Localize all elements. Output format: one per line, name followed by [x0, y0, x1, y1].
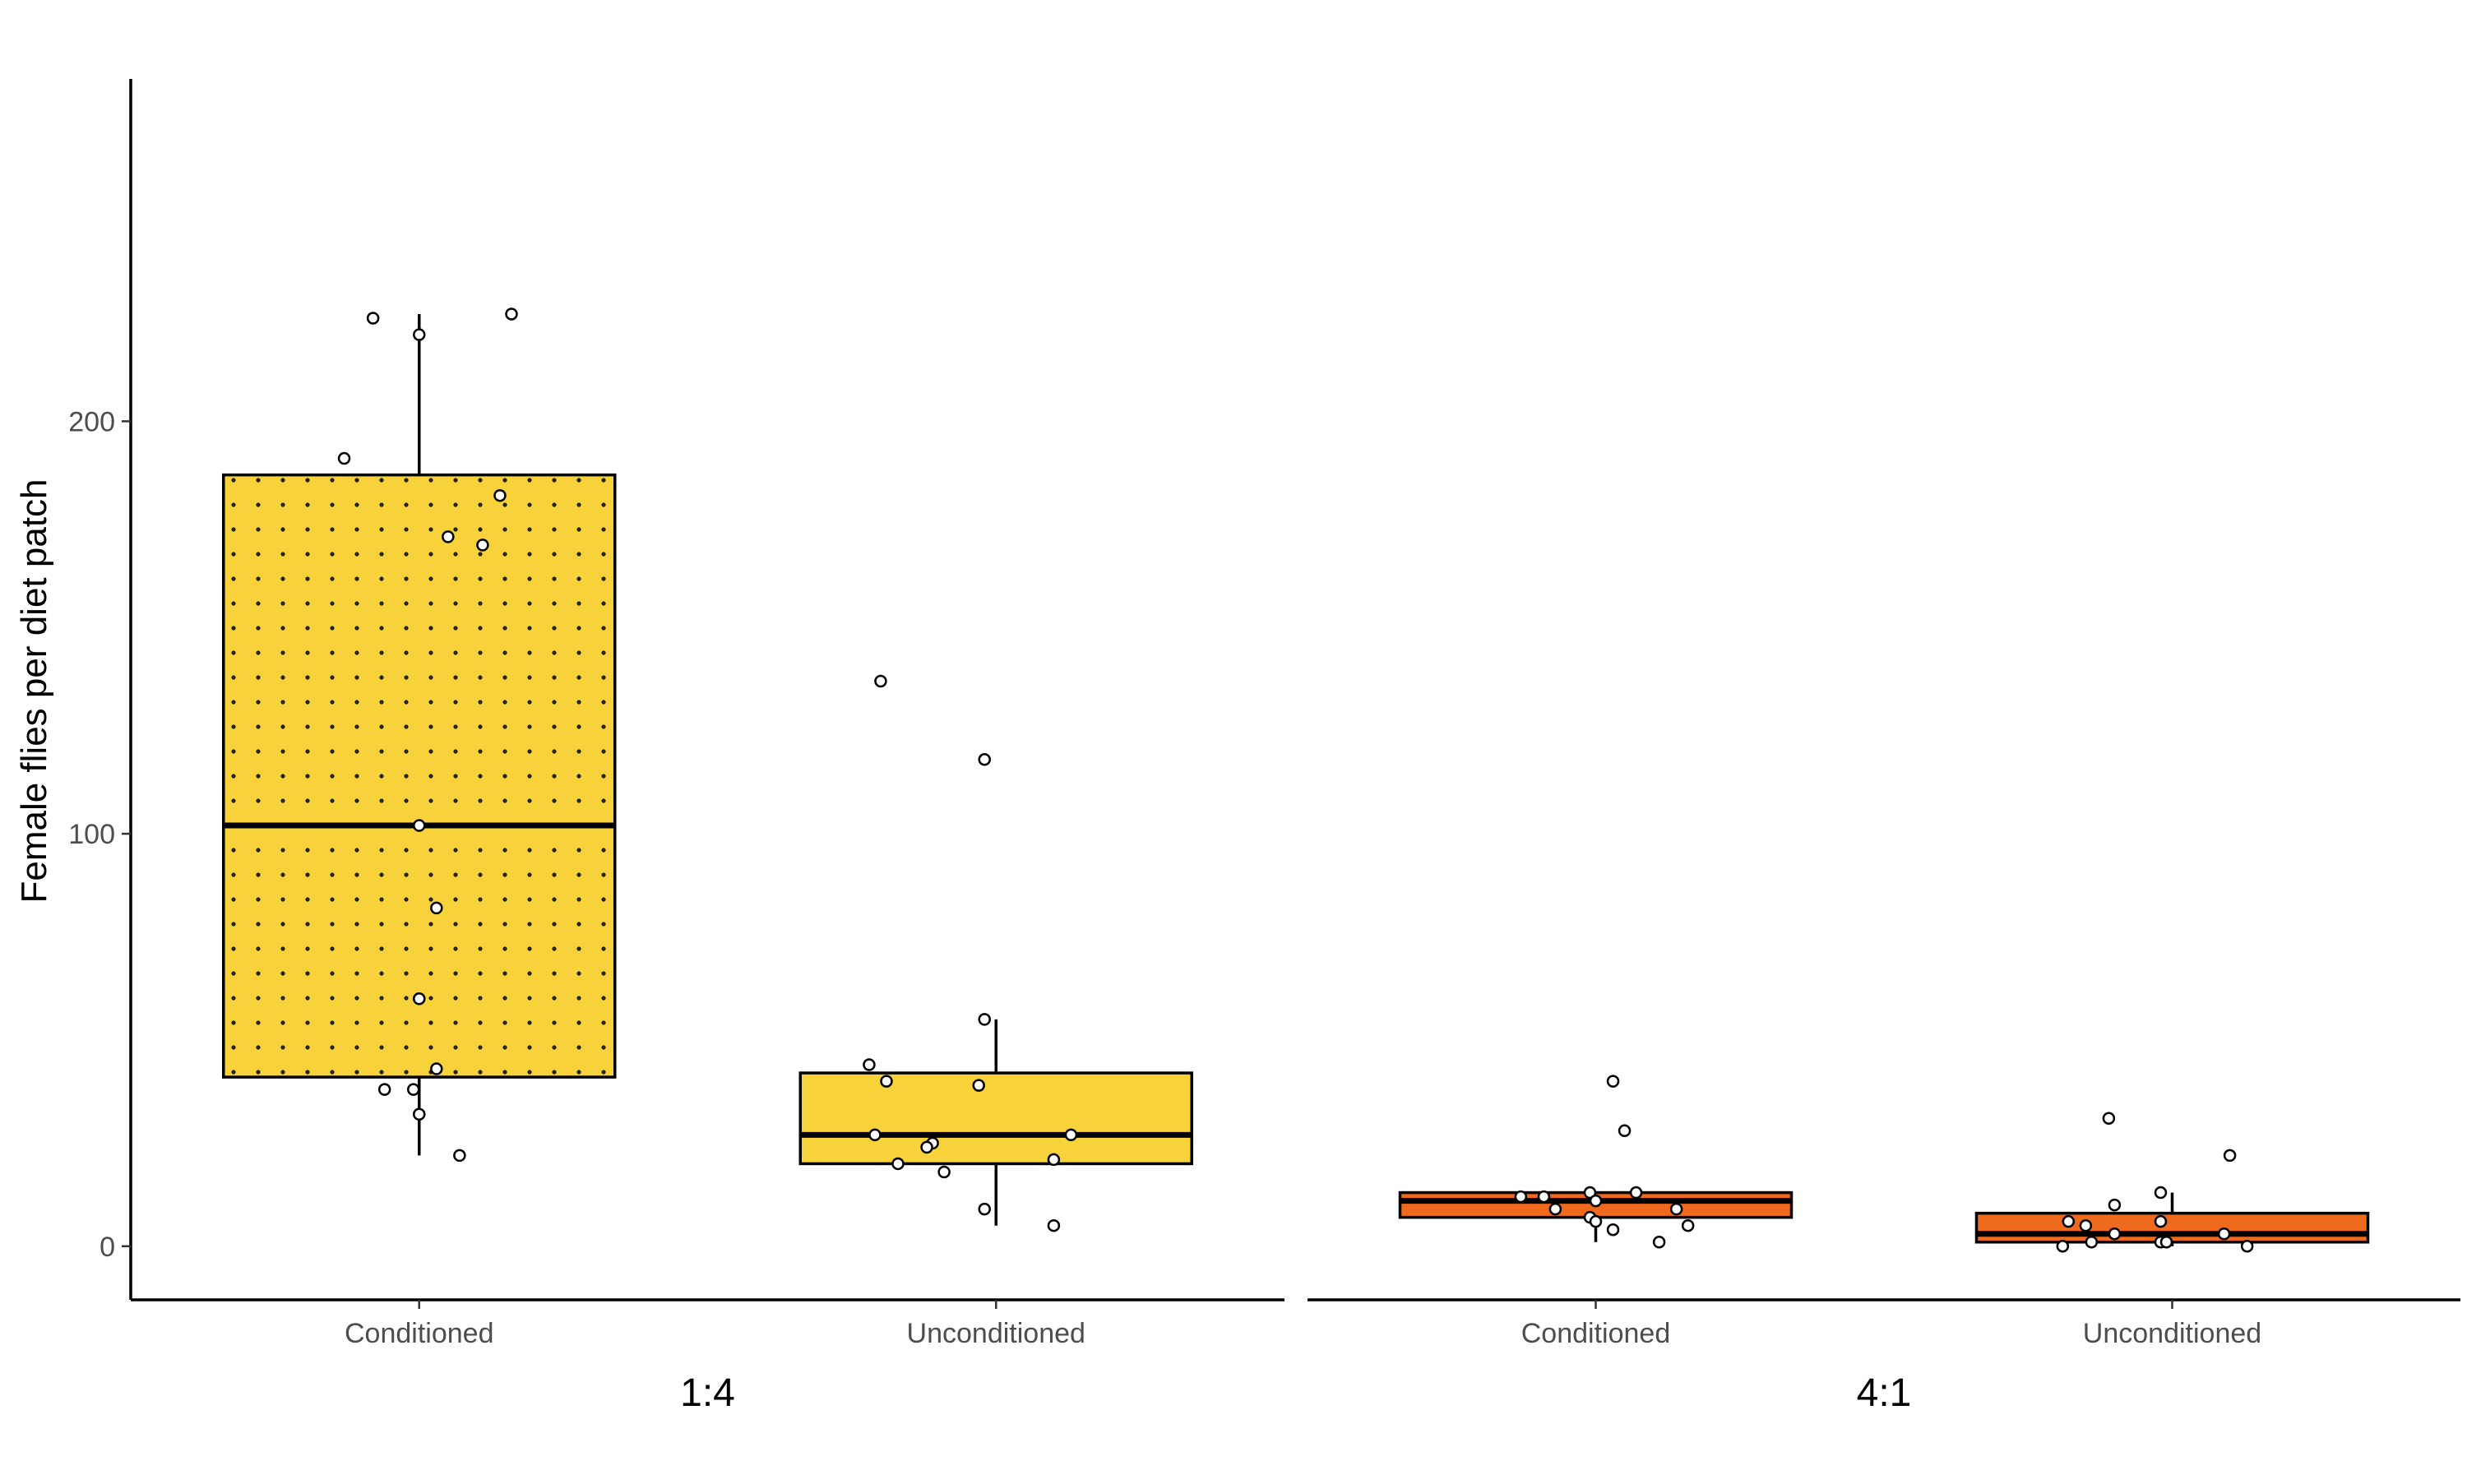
y-axis-title: Female flies per diet patch	[14, 478, 54, 903]
data-point	[377, 1083, 391, 1096]
data-point	[2079, 1218, 2093, 1232]
x-tick-label: Conditioned	[1521, 1318, 1670, 1349]
data-point	[366, 312, 380, 325]
data-point	[2223, 1149, 2237, 1163]
panel-label: 1:4	[680, 1371, 735, 1415]
data-point	[453, 1149, 466, 1163]
data-point	[2062, 1214, 2076, 1228]
box-fill	[1976, 1213, 2368, 1242]
data-point	[1548, 1202, 1562, 1216]
box-dot-pattern	[223, 474, 615, 1078]
data-point	[1652, 1236, 1666, 1249]
data-point	[442, 530, 455, 543]
data-point	[430, 1062, 443, 1075]
data-point	[1589, 1194, 1603, 1208]
x-tick-label: Unconditioned	[2083, 1318, 2261, 1349]
data-point	[413, 1107, 426, 1121]
y-tick-label: 0	[100, 1232, 115, 1263]
data-point	[1047, 1153, 1061, 1167]
data-point	[2154, 1214, 2168, 1228]
box-group-unconditioned: Unconditioned	[798, 674, 1193, 1349]
data-point	[874, 674, 887, 688]
data-point	[1606, 1075, 1620, 1088]
data-point	[493, 488, 507, 502]
data-point	[337, 451, 351, 465]
box-fill	[800, 1073, 1192, 1164]
box-outline	[798, 1071, 1193, 1166]
box-outline	[222, 473, 617, 1079]
panel-1-4: 1:4 Conditioned Unconditioned	[131, 307, 1284, 1415]
data-point	[937, 1165, 951, 1179]
panel-label: 4:1	[1857, 1371, 1912, 1415]
data-point	[2056, 1240, 2070, 1253]
data-point	[1514, 1190, 1528, 1204]
data-point	[1537, 1190, 1551, 1204]
data-point	[2217, 1227, 2231, 1241]
data-point	[1583, 1186, 1597, 1200]
data-point	[880, 1075, 893, 1088]
data-point	[2240, 1240, 2254, 1253]
data-point	[413, 328, 426, 341]
x-tick-label: Conditioned	[345, 1318, 493, 1349]
y-tick-label: 100	[68, 819, 115, 850]
data-point	[978, 753, 991, 766]
data-point	[2102, 1112, 2116, 1126]
data-point	[2159, 1236, 2173, 1249]
data-point	[868, 1128, 882, 1142]
data-point	[920, 1140, 933, 1154]
y-tick-label: 200	[68, 406, 115, 437]
data-point	[476, 539, 489, 552]
data-point	[413, 819, 426, 832]
data-point	[2154, 1186, 2168, 1200]
data-point	[2108, 1198, 2122, 1212]
data-point	[863, 1058, 876, 1071]
data-point	[1064, 1128, 1078, 1142]
data-point	[2108, 1227, 2122, 1241]
data-point	[430, 901, 443, 915]
data-point	[978, 1202, 991, 1216]
box-group-conditioned: Conditioned	[222, 307, 617, 1349]
data-point	[1589, 1214, 1603, 1228]
data-point	[1629, 1186, 1643, 1200]
data-point	[1681, 1218, 1695, 1232]
data-point	[413, 992, 426, 1006]
data-point	[406, 1083, 420, 1096]
data-point	[978, 1013, 991, 1026]
box-group-unconditioned: Unconditioned	[1974, 1112, 2370, 1349]
panel-4-1: 4:1 Conditioned Unconditioned	[1308, 1075, 2460, 1415]
x-tick-label: Unconditioned	[907, 1318, 1085, 1349]
data-point	[1669, 1202, 1683, 1216]
data-point	[1606, 1223, 1620, 1237]
box-group-conditioned: Conditioned	[1398, 1075, 1794, 1349]
data-point	[972, 1079, 985, 1092]
data-point	[891, 1157, 905, 1171]
data-point	[505, 307, 518, 321]
data-point	[1618, 1124, 1632, 1138]
data-point	[1047, 1218, 1061, 1232]
data-point	[2085, 1236, 2099, 1249]
